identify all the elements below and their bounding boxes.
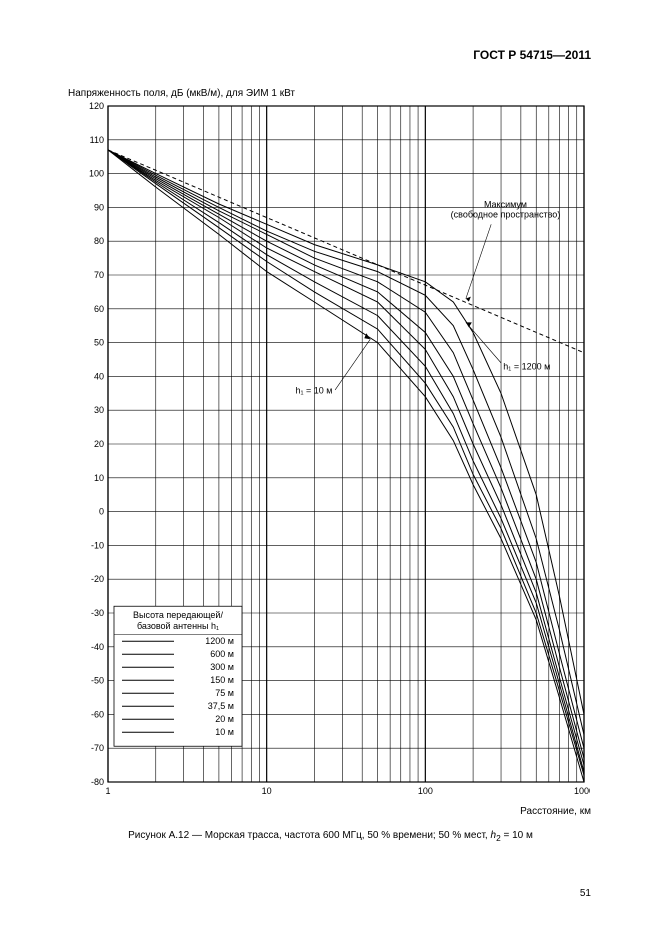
svg-text:80: 80: [94, 236, 104, 246]
svg-text:20 м: 20 м: [215, 714, 234, 724]
svg-text:1: 1: [105, 786, 110, 796]
svg-text:1000: 1000: [574, 786, 590, 796]
svg-text:h₁ = 1200 м: h₁ = 1200 м: [503, 362, 550, 372]
x-axis-title: Расстояние, км: [520, 806, 591, 817]
svg-text:100: 100: [89, 169, 104, 179]
svg-text:600 м: 600 м: [210, 649, 234, 659]
svg-text:75 м: 75 м: [215, 688, 234, 698]
figure-caption: Рисунок А.12 — Морская трасса, частота 6…: [0, 830, 661, 843]
svg-text:-70: -70: [91, 743, 104, 753]
svg-text:Высота передающей/: Высота передающей/: [133, 610, 223, 620]
svg-text:300 м: 300 м: [210, 662, 234, 672]
svg-text:-30: -30: [91, 608, 104, 618]
svg-text:базовой антенны h₁: базовой антенны h₁: [137, 621, 219, 631]
svg-text:-10: -10: [91, 540, 104, 550]
svg-text:120: 120: [89, 101, 104, 111]
svg-text:0: 0: [99, 507, 104, 517]
svg-text:-40: -40: [91, 642, 104, 652]
svg-text:10: 10: [262, 786, 272, 796]
svg-text:70: 70: [94, 270, 104, 280]
caption-text: Рисунок А.12 — Морская трасса, частота 6…: [128, 830, 490, 841]
svg-text:150 м: 150 м: [210, 675, 234, 685]
svg-text:50: 50: [94, 338, 104, 348]
svg-text:-60: -60: [91, 709, 104, 719]
svg-text:37,5 м: 37,5 м: [208, 701, 234, 711]
svg-text:-20: -20: [91, 574, 104, 584]
svg-text:60: 60: [94, 304, 104, 314]
svg-text:-50: -50: [91, 676, 104, 686]
svg-text:h₁ = 10 м: h₁ = 10 м: [296, 385, 333, 395]
svg-text:40: 40: [94, 371, 104, 381]
svg-text:90: 90: [94, 202, 104, 212]
svg-text:100: 100: [418, 786, 433, 796]
svg-text:-80: -80: [91, 777, 104, 787]
svg-text:110: 110: [90, 135, 104, 145]
page-number: 51: [580, 888, 591, 899]
document-standard: ГОСТ Р 54715—2011: [473, 48, 591, 62]
y-axis-title: Напряженность поля, дБ (мкВ/м), для ЭИМ …: [68, 88, 295, 99]
svg-text:(свободное пространство): (свободное пространство): [451, 210, 561, 220]
propagation-chart: -80 -70 -60 -50 -40 -30 -20 -10 0 10 20 30 40 50 60 70 8…: [70, 100, 590, 800]
svg-text:10 м: 10 м: [215, 727, 234, 737]
svg-text:1200 м: 1200 м: [205, 636, 234, 646]
svg-text:10: 10: [94, 473, 104, 483]
svg-text:20: 20: [94, 439, 104, 449]
svg-text:Максимум: Максимум: [484, 199, 527, 209]
svg-text:30: 30: [94, 405, 104, 415]
caption-suffix: = 10 м: [501, 830, 533, 841]
